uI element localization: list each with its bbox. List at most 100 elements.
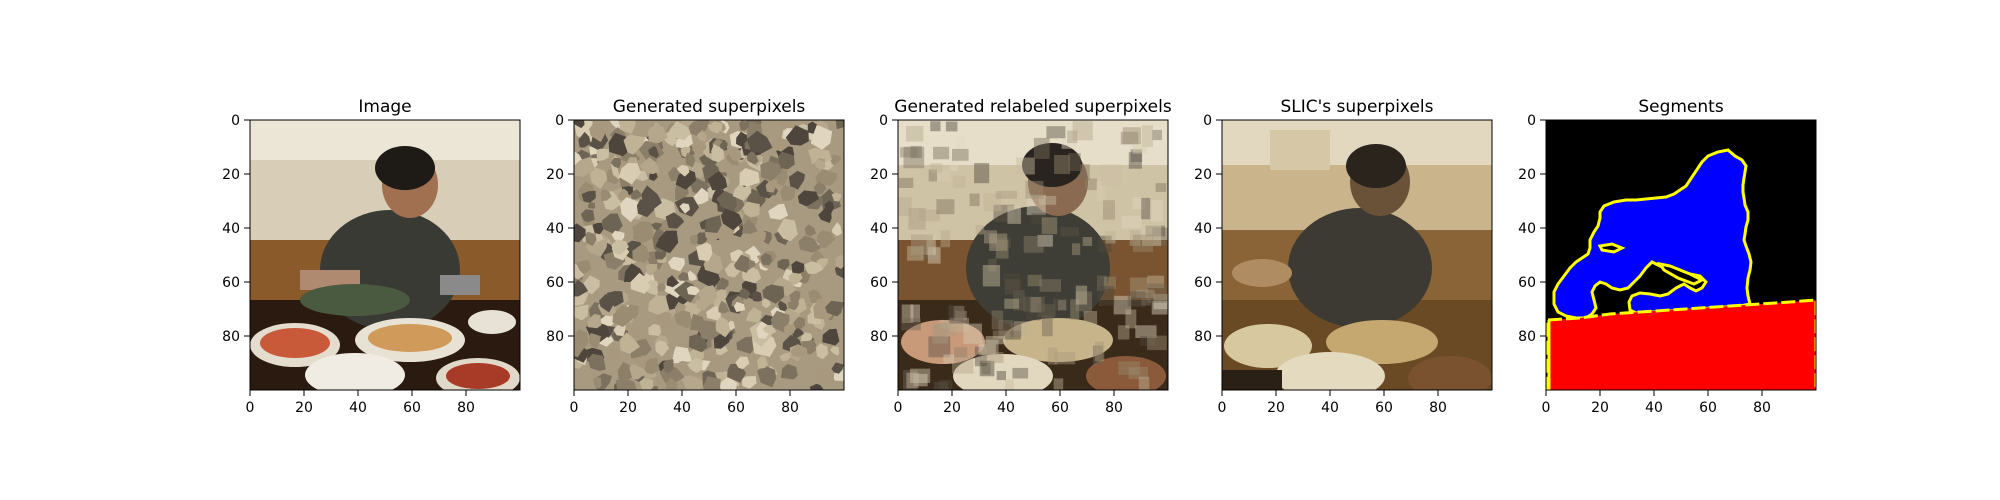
superpixel-cell <box>797 190 819 207</box>
superpixel-block <box>1058 300 1067 311</box>
superpixel-block <box>1007 205 1021 224</box>
x-tick-label: 40 <box>673 400 691 416</box>
superpixel-block <box>898 197 912 216</box>
superpixel-cell <box>655 340 670 357</box>
superpixel-cell <box>693 187 709 205</box>
superpixel-block <box>908 208 926 230</box>
superpixel-block <box>1151 301 1168 315</box>
superpixel-block <box>1153 293 1168 310</box>
image-area <box>250 120 520 390</box>
x-tick-label: 20 <box>1591 400 1609 416</box>
superpixel-block <box>979 360 995 377</box>
superpixel-block <box>901 304 914 323</box>
x-tick-label: 80 <box>1753 400 1771 416</box>
superpixel-block <box>905 126 924 142</box>
superpixel-block <box>1152 129 1162 141</box>
superpixel-block <box>952 355 974 374</box>
image-border <box>1545 119 1817 391</box>
superpixel-cell <box>574 343 582 358</box>
superpixel-cell <box>804 261 823 274</box>
superpixel-cell <box>813 181 827 195</box>
superpixel-cell <box>815 168 837 186</box>
y-tick-label: 80 <box>1518 329 1536 345</box>
superpixel-block <box>1054 352 1076 365</box>
y-tick-label: 40 <box>1194 221 1212 237</box>
superpixel-block <box>1127 291 1146 307</box>
superpixel-block <box>1010 322 1022 337</box>
superpixel-cell <box>760 252 773 266</box>
superpixel-cell <box>804 224 817 237</box>
image-border <box>897 119 1169 391</box>
superpixel-block <box>1025 180 1044 199</box>
superpixel-cell <box>762 284 785 304</box>
superpixel-block <box>901 318 921 331</box>
superpixel-cell <box>735 356 750 370</box>
superpixel-block <box>910 146 922 159</box>
superpixel-block <box>995 190 1018 199</box>
y-tick-label: 20 <box>222 167 240 183</box>
panel-image: Image 0 20 40 <box>222 97 521 416</box>
superpixel-block <box>993 204 1015 222</box>
x-tick-label: 0 <box>894 400 903 416</box>
superpixel-block <box>1031 213 1047 224</box>
superpixel-block <box>940 230 951 248</box>
superpixel-block <box>1003 273 1020 290</box>
superpixel-cell <box>834 265 844 279</box>
superpixel-cell <box>669 120 692 141</box>
superpixel-cell <box>760 314 775 326</box>
superpixel-cell <box>727 148 742 162</box>
superpixel-block <box>928 169 937 182</box>
superpixel-cell <box>757 355 768 369</box>
superpixel-block <box>990 237 1011 248</box>
superpixel-cell <box>666 275 680 288</box>
superpixel-block <box>1092 345 1103 365</box>
superpixel-cell <box>792 328 805 338</box>
superpixel-block <box>1136 289 1155 298</box>
superpixel-cell <box>576 260 592 274</box>
superpixel-cell <box>680 146 691 158</box>
superpixel-cell <box>780 363 798 380</box>
superpixel-cell <box>616 377 637 390</box>
y-tick-label: 0 <box>879 113 888 129</box>
superpixel-block <box>999 330 1021 340</box>
superpixel-cell <box>581 190 596 203</box>
superpixel-cell <box>780 185 796 201</box>
superpixel-cell <box>606 291 624 307</box>
superpixel-cell <box>641 185 662 213</box>
superpixel-block <box>1141 197 1151 220</box>
superpixel-cell <box>663 359 674 374</box>
superpixel-cell <box>613 324 626 337</box>
superpixel-cell <box>746 307 762 323</box>
superpixel-block <box>949 158 959 172</box>
superpixel-block <box>953 306 965 327</box>
y-tick-label: 60 <box>1194 275 1212 291</box>
y-tick-label: 60 <box>870 275 888 291</box>
y-tick-label: 0 <box>1203 113 1212 129</box>
superpixel-block <box>1052 298 1068 311</box>
superpixel-block <box>955 136 966 158</box>
panel-generated-relabeled-superpixels: Generated relabeled superpixels 0 20 40 … <box>870 97 1172 416</box>
superpixel-block <box>1075 291 1093 312</box>
superpixel-block <box>907 246 924 261</box>
superpixel-cell <box>789 290 801 304</box>
superpixel-block <box>1138 376 1150 390</box>
superpixel-cell <box>832 222 842 237</box>
superpixel-block <box>1098 235 1112 253</box>
superpixel-block <box>974 346 987 367</box>
superpixel-block <box>1129 277 1149 298</box>
superpixel-block <box>1113 295 1132 315</box>
superpixel-block <box>911 234 933 255</box>
superpixel-cell <box>720 207 743 231</box>
superpixel-cell <box>679 203 690 214</box>
superpixel-cell <box>688 334 708 353</box>
superpixel-cell <box>746 130 773 154</box>
superpixel-block <box>1129 230 1141 246</box>
superpixel-cell <box>761 297 771 309</box>
superpixel-block <box>900 147 918 158</box>
superpixel-block <box>1038 195 1057 205</box>
superpixel-cell <box>592 222 604 235</box>
panel-title: Generated relabeled superpixels <box>894 97 1172 117</box>
superpixel-block <box>1132 196 1145 209</box>
superpixel-cell <box>788 170 805 190</box>
